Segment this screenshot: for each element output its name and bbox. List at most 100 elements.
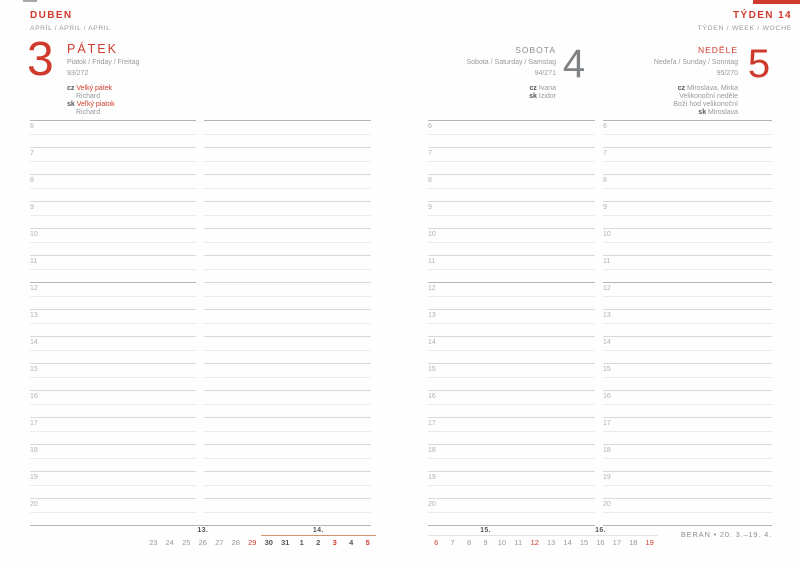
hour-slot-15 (204, 363, 371, 390)
half-hour-line (603, 269, 772, 270)
hour-slot-11: 11 (30, 255, 196, 282)
month-trilingual: APRÍL / APRIL / APRIL (30, 25, 111, 32)
half-hour-line (428, 134, 595, 135)
day-of-year-saturday: 94/271 (534, 70, 556, 77)
day-trilingual-friday: Piatok / Friday / Freitag (67, 59, 140, 66)
half-hour-line (603, 188, 772, 189)
page-bottom-rule-right-2 (603, 525, 772, 526)
hour-slot-8 (204, 174, 371, 201)
calendar-day: 23 (149, 538, 158, 547)
hour-label: 9 (30, 204, 34, 211)
calendar-days-row: 23 24 25 26 27 28 29 30 31 1 2 3 4 5 (145, 538, 376, 547)
hour-slot-11: 11 (603, 255, 772, 282)
hour-slot-7: 7 (603, 147, 772, 174)
hour-label: 15 (603, 366, 611, 373)
calendar-day: 2 (316, 538, 321, 547)
note-line: cz Velký pátek (67, 85, 113, 92)
note-line: Richard (76, 93, 101, 100)
hour-slot-8: 8 (30, 174, 196, 201)
hour-slot-16: 16 (603, 390, 772, 417)
half-hour-line (428, 242, 595, 243)
day-header-sunday: NEDĚLE Nedeľa / Sunday / Sonntag 95/270 … (654, 43, 738, 117)
day-header-friday: PÁTEK Piatok / Friday / Freitag 93/272 c… (67, 43, 139, 117)
half-hour-line (603, 134, 772, 135)
calendar-day: 5 (365, 538, 370, 547)
hour-slot-18: 18 (30, 444, 196, 471)
hour-slot-19: 19 (603, 471, 772, 498)
hour-slot-8: 8 (428, 174, 595, 201)
calendar-day: 16 (596, 538, 605, 547)
hour-grid-friday-right (204, 120, 371, 525)
hour-slot-16 (204, 390, 371, 417)
hour-slot-17: 17 (30, 417, 196, 444)
week-underline (260, 534, 376, 536)
half-hour-line (30, 431, 196, 432)
hour-label: 12 (428, 285, 436, 292)
calendar-day: 24 (165, 538, 174, 547)
week-underline (428, 534, 658, 536)
half-hour-line (603, 458, 772, 459)
day-number-friday: 3 (27, 33, 54, 86)
page-bottom-rule-right-1 (428, 525, 595, 526)
half-hour-line (428, 269, 595, 270)
hour-label: 6 (603, 123, 607, 130)
hour-slot-13 (204, 309, 371, 336)
country-prefix: sk (698, 109, 707, 116)
hour-slot-18: 18 (428, 444, 595, 471)
calendar-day: 1 (299, 538, 304, 547)
hour-slot-10: 10 (30, 228, 196, 255)
half-hour-line (603, 404, 772, 405)
calendar-day: 12 (530, 538, 539, 547)
hour-label: 16 (603, 393, 611, 400)
half-hour-line (204, 215, 371, 216)
half-hour-line (30, 215, 196, 216)
hour-label: 7 (603, 150, 607, 157)
hour-label: 10 (30, 231, 38, 238)
half-hour-line (204, 161, 371, 162)
week-trilingual: TÝDEN / WEEK / WOCHE (697, 25, 792, 32)
hour-label: 7 (30, 150, 34, 157)
hour-slot-18: 18 (603, 444, 772, 471)
half-hour-line (30, 242, 196, 243)
half-hour-line (204, 134, 371, 135)
hour-label: 12 (603, 285, 611, 292)
half-hour-line (30, 404, 196, 405)
hour-slot-20 (204, 498, 371, 525)
hour-slot-9: 9 (603, 201, 772, 228)
calendar-day: 3 (332, 538, 337, 547)
hour-label: 9 (603, 204, 607, 211)
hour-label: 17 (603, 420, 611, 427)
hour-label: 14 (603, 339, 611, 346)
half-hour-line (603, 377, 772, 378)
half-hour-line (30, 269, 196, 270)
country-prefix: cz (529, 85, 537, 92)
calendar-days-row: 6 7 8 9 10 11 12 13 14 15 16 17 18 19 (428, 538, 658, 547)
hour-slot-10: 10 (428, 228, 595, 255)
hour-slot-20: 20 (30, 498, 196, 525)
calendar-day: 4 (349, 538, 354, 547)
hour-label: 7 (428, 150, 432, 157)
note-line: sk Miroslava (698, 109, 738, 116)
month-tab-red (753, 0, 800, 4)
hour-slot-12: 12 (30, 282, 196, 309)
hour-label: 14 (428, 339, 436, 346)
half-hour-line (428, 296, 595, 297)
hour-label: 15 (30, 366, 38, 373)
calendar-day: 8 (466, 538, 472, 547)
half-hour-line (204, 242, 371, 243)
half-hour-line (603, 296, 772, 297)
hour-slot-17: 17 (428, 417, 595, 444)
hour-slot-9 (204, 201, 371, 228)
hour-label: 13 (30, 312, 38, 319)
hour-label: 20 (428, 501, 436, 508)
day-name-sunday: NEDĚLE (697, 45, 738, 55)
hour-label: 18 (603, 447, 611, 454)
half-hour-line (428, 161, 595, 162)
hour-slot-14: 14 (30, 336, 196, 363)
hour-slot-16: 16 (428, 390, 595, 417)
note-line: sk Veľký piatok (67, 101, 115, 108)
half-hour-line (204, 377, 371, 378)
calendar-day: 11 (514, 538, 523, 547)
hour-slot-15: 15 (428, 363, 595, 390)
hour-slot-14: 14 (428, 336, 595, 363)
